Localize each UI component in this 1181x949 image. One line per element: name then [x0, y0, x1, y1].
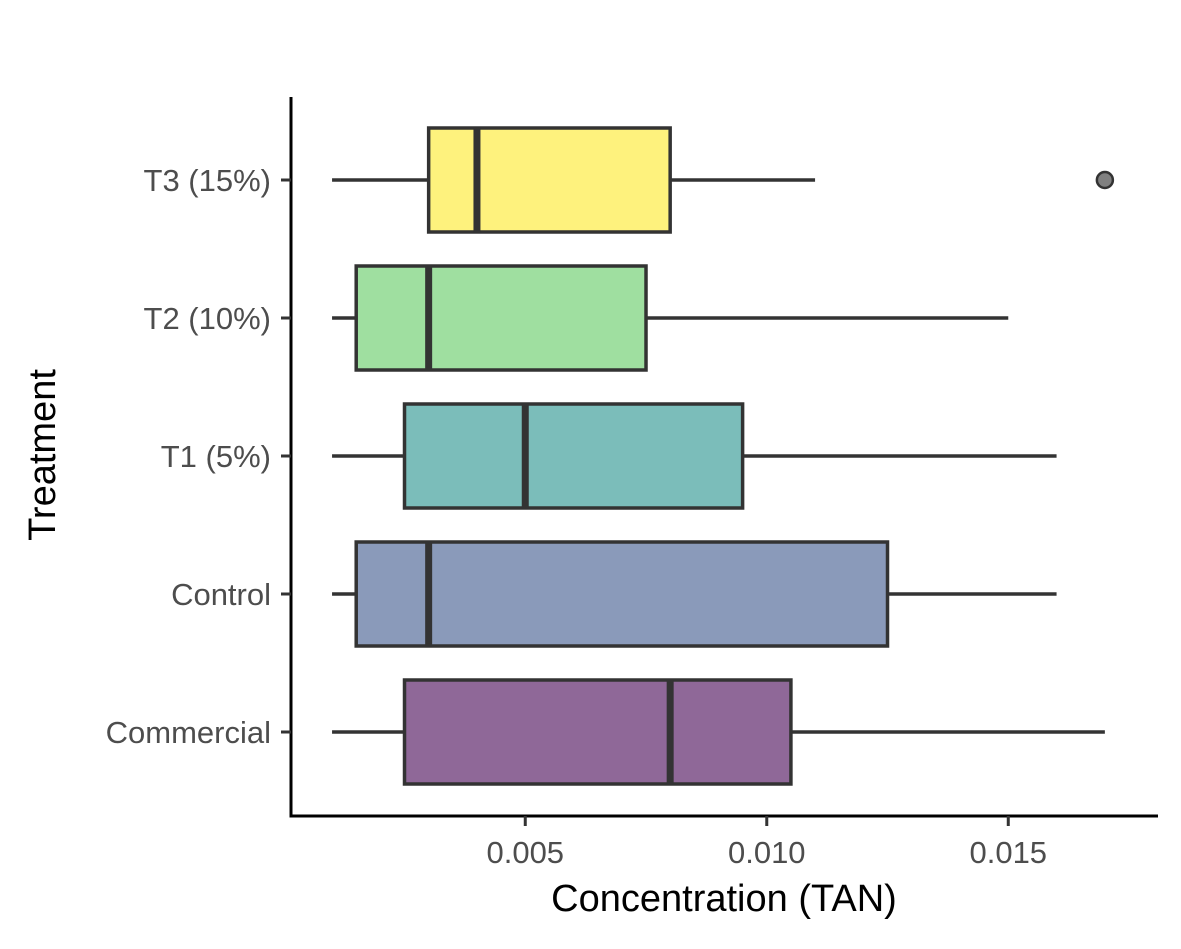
chart-ticks: Commercial Control T1 (5%) T2 (10%) T3 (15%)…	[106, 163, 1047, 870]
x-tick-label-1: 0.010	[728, 835, 806, 870]
box-group-commercial	[332, 678, 1105, 786]
y-tick-label-control: Control	[171, 577, 271, 612]
box-group-t3-15	[332, 126, 1115, 234]
chart-marks	[332, 126, 1115, 786]
box-group-t1-5	[332, 402, 1057, 510]
x-axis-title: Concentration (TAN)	[551, 878, 897, 920]
box-group-control	[332, 540, 1057, 648]
y-tick-label-t2-10: T2 (10%)	[144, 301, 271, 336]
y-axis-title: Treatment	[22, 369, 64, 541]
box-group-t2-10	[332, 264, 1009, 372]
y-tick-label-commercial: Commercial	[106, 715, 271, 750]
box-t3-15	[426, 126, 672, 234]
box-control	[354, 540, 890, 648]
box-t2-10	[354, 264, 648, 372]
box-commercial	[402, 678, 793, 786]
y-tick-label-t1-5: T1 (5%)	[161, 439, 271, 474]
box-t1-5	[402, 402, 745, 510]
x-tick-label-0: 0.005	[486, 835, 564, 870]
y-tick-label-t3-15: T3 (15%)	[144, 163, 271, 198]
outlier-t3-15-0	[1095, 170, 1115, 190]
x-tick-label-2: 0.015	[969, 835, 1047, 870]
